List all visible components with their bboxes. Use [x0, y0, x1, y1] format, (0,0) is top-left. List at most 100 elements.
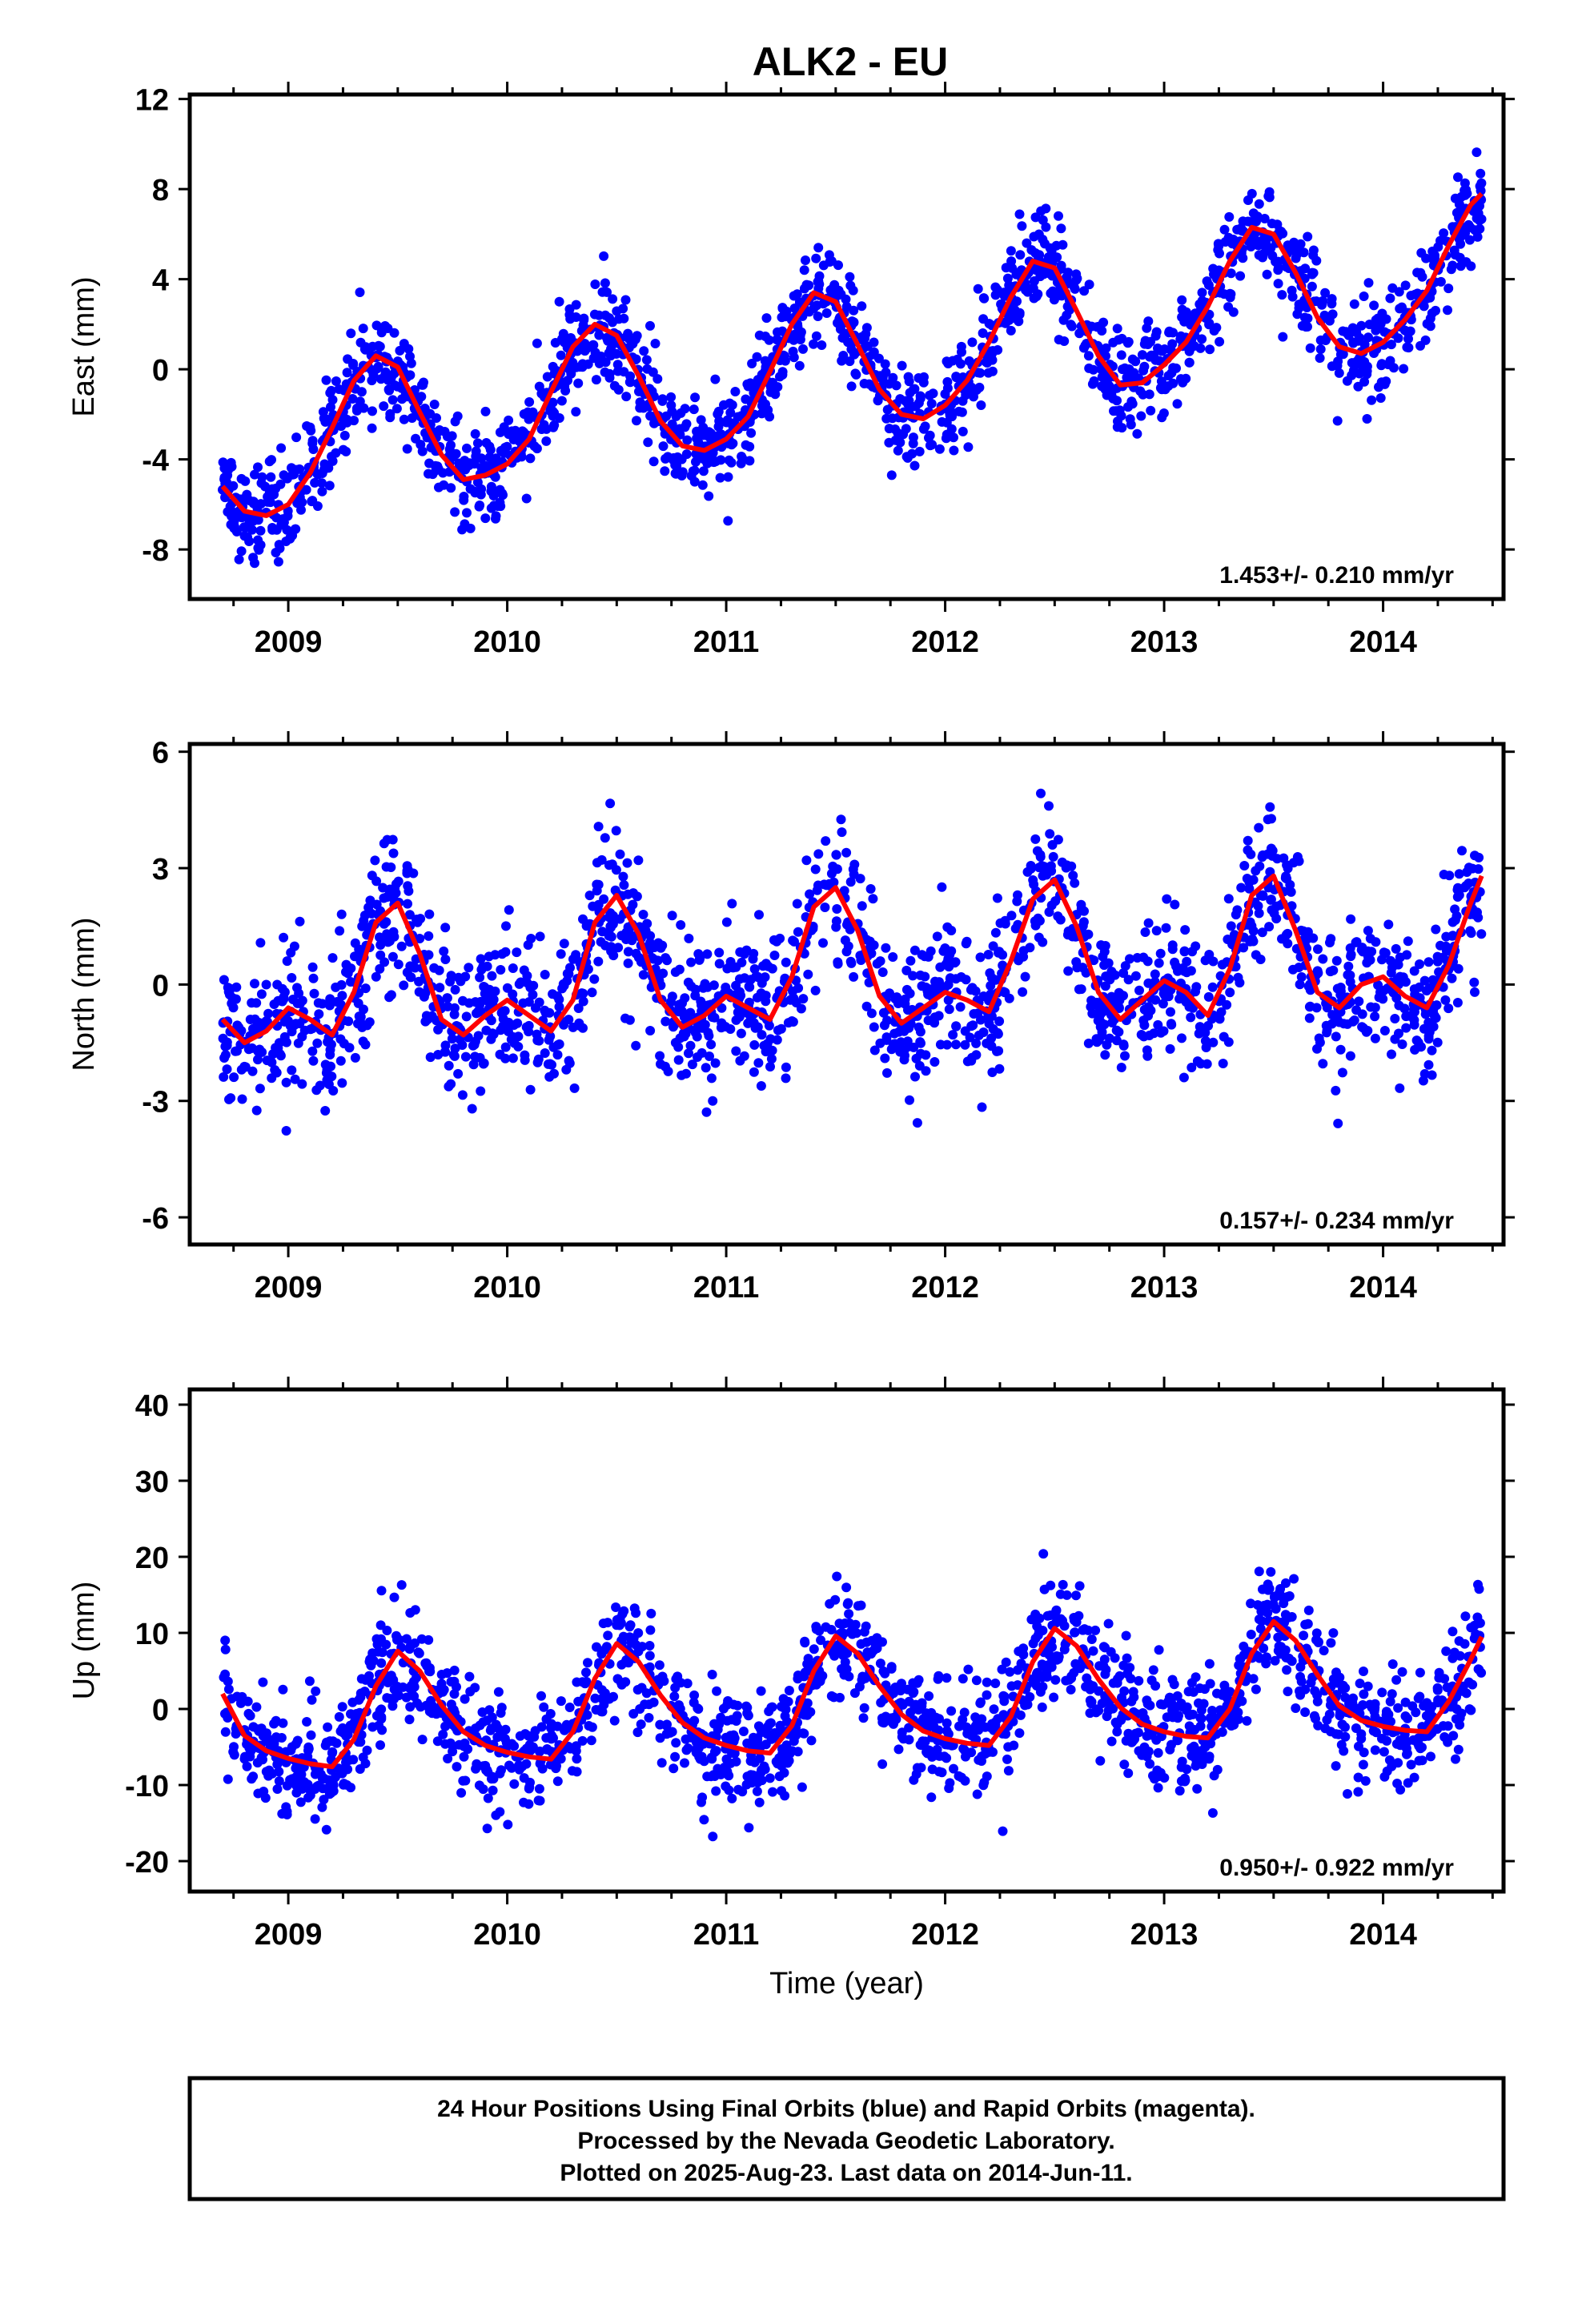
data-point	[926, 399, 937, 408]
data-point	[756, 1686, 766, 1696]
data-point	[975, 1015, 986, 1025]
data-point	[1123, 402, 1133, 412]
data-point	[476, 996, 486, 1007]
data-point	[880, 359, 890, 369]
data-point	[709, 980, 719, 991]
data-point	[1061, 272, 1071, 283]
data-point	[1476, 929, 1487, 939]
data-point	[905, 388, 915, 398]
data-point	[267, 523, 278, 533]
data-point	[749, 1039, 760, 1050]
data-point	[697, 480, 708, 490]
data-point	[653, 938, 664, 948]
data-point	[859, 1626, 869, 1637]
data-point	[1440, 995, 1451, 1005]
data-point	[778, 1694, 789, 1704]
data-point	[1099, 960, 1110, 971]
data-point	[993, 1029, 1003, 1039]
data-point	[1453, 172, 1463, 183]
data-point	[1399, 364, 1409, 374]
data-point	[259, 1787, 269, 1796]
data-point	[868, 894, 878, 904]
data-point	[1146, 405, 1156, 416]
data-point	[275, 1049, 285, 1059]
data-point	[944, 1004, 954, 1015]
data-point	[809, 1644, 819, 1655]
data-point	[337, 1078, 347, 1088]
data-point	[1362, 958, 1372, 968]
data-point	[1151, 926, 1162, 936]
data-point	[757, 408, 767, 419]
data-point	[264, 488, 275, 498]
data-point	[912, 1678, 922, 1688]
data-point	[413, 1647, 424, 1658]
data-point	[549, 420, 560, 430]
data-point	[765, 387, 776, 397]
data-point	[1423, 1059, 1434, 1070]
data-point	[1058, 315, 1069, 325]
data-point	[1470, 987, 1480, 997]
data-point	[371, 320, 382, 331]
data-point	[747, 359, 757, 368]
data-point	[1179, 966, 1190, 976]
data-point	[524, 1799, 534, 1809]
data-point	[478, 962, 488, 971]
data-point	[1289, 244, 1299, 255]
data-point	[415, 934, 425, 943]
data-point	[1415, 1667, 1425, 1678]
data-point	[1395, 304, 1405, 314]
data-point	[588, 353, 599, 364]
data-point	[1307, 281, 1317, 292]
data-point	[992, 893, 1002, 903]
data-point	[1100, 1050, 1110, 1060]
data-point	[905, 1019, 916, 1029]
data-point	[832, 1571, 842, 1582]
data-point	[1441, 941, 1451, 951]
data-point	[1346, 951, 1356, 962]
data-point	[715, 472, 725, 483]
data-point	[661, 453, 671, 464]
data-point	[909, 460, 920, 471]
data-point	[271, 548, 281, 557]
data-point	[1057, 291, 1067, 301]
data-point	[754, 910, 764, 920]
x-tick-label: 2010	[473, 625, 541, 659]
data-point	[631, 1608, 641, 1618]
data-point	[474, 501, 484, 512]
data-point	[502, 441, 512, 452]
data-point	[359, 1004, 368, 1015]
data-point	[943, 1729, 954, 1739]
data-point	[1108, 337, 1118, 348]
data-point	[841, 294, 851, 304]
data-point	[391, 404, 402, 414]
data-point	[1072, 963, 1082, 973]
data-point	[1435, 235, 1445, 246]
data-point	[1318, 1059, 1328, 1069]
data-point	[1197, 287, 1207, 298]
data-point	[882, 1068, 892, 1078]
data-point	[307, 1695, 317, 1705]
data-point	[253, 1046, 263, 1056]
data-point	[901, 965, 912, 975]
data-point	[358, 324, 368, 334]
data-point	[961, 975, 971, 985]
data-point	[1243, 845, 1253, 855]
data-point	[794, 360, 805, 371]
data-point	[236, 546, 247, 557]
data-point	[480, 406, 491, 416]
data-point	[736, 1028, 746, 1039]
data-point	[516, 452, 527, 462]
data-point	[297, 1079, 307, 1089]
data-point	[244, 496, 255, 505]
data-point	[518, 998, 528, 1008]
data-point	[389, 328, 400, 338]
data-point	[600, 278, 610, 288]
data-point	[508, 1031, 518, 1042]
data-point	[670, 468, 681, 479]
data-point	[706, 1771, 717, 1782]
data-point	[652, 955, 663, 966]
data-point	[611, 1602, 621, 1612]
data-point	[1093, 1015, 1103, 1026]
data-point	[229, 1072, 239, 1083]
data-point	[764, 1020, 774, 1031]
